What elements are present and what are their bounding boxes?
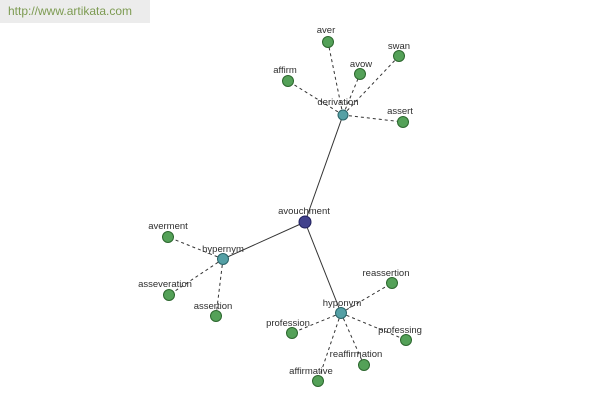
node-hypernym[interactable] (217, 253, 229, 265)
node-hyponym[interactable] (335, 307, 347, 319)
node-professing[interactable] (400, 334, 412, 346)
edge-avouchment-derivation (304, 114, 344, 223)
node-aver[interactable] (322, 36, 334, 48)
node-label-assert[interactable]: assert (387, 106, 413, 117)
node-reaffirmation[interactable] (358, 359, 370, 371)
node-profession[interactable] (286, 327, 298, 339)
node-affirmative[interactable] (312, 375, 324, 387)
node-label-affirmative[interactable]: affirmative (289, 366, 333, 377)
node-label-averment[interactable]: averment (148, 221, 188, 232)
watermark-url: http://www.artikata.com (8, 4, 133, 18)
node-label-aver[interactable]: aver (317, 25, 335, 36)
node-label-derivation[interactable]: derivation (317, 97, 358, 108)
edge-hyponym-profession (291, 312, 342, 334)
node-label-avouchment[interactable]: avouchment (278, 206, 330, 217)
node-label-hyponym[interactable]: hyponym (323, 298, 362, 309)
node-affirm[interactable] (282, 75, 294, 87)
edge-hypernym-averment (167, 236, 224, 260)
node-assert[interactable] (397, 116, 409, 128)
edge-derivation-avow (342, 73, 361, 116)
node-label-avow[interactable]: avow (350, 59, 372, 70)
node-avouchment[interactable] (298, 215, 312, 229)
edge-derivation-aver (327, 41, 344, 116)
node-reassertion[interactable] (386, 277, 398, 289)
node-label-hypernym[interactable]: hypernym (202, 244, 244, 255)
node-assertion[interactable] (210, 310, 222, 322)
edge-derivation-affirm (287, 80, 344, 116)
node-label-professing[interactable]: professing (378, 325, 422, 336)
edge-avouchment-hypernym (222, 221, 306, 260)
edge-hypernym-asseveration (168, 258, 224, 296)
node-label-affirm[interactable]: affirm (273, 65, 297, 76)
node-label-reaffirmation[interactable]: reaffirmation (330, 349, 383, 360)
edge-derivation-assert (342, 114, 404, 123)
node-label-profession[interactable]: profession (266, 318, 310, 329)
node-asseveration[interactable] (163, 289, 175, 301)
node-label-assertion[interactable]: assertion (194, 301, 233, 312)
node-label-asseveration[interactable]: asseveration (138, 279, 192, 290)
edge-hyponym-reassertion (340, 282, 393, 314)
node-swan[interactable] (393, 50, 405, 62)
node-label-reassertion[interactable]: reassertion (363, 268, 410, 279)
node-avow[interactable] (354, 68, 366, 80)
edge-avouchment-hyponym (304, 221, 342, 314)
edge-derivation-swan (342, 55, 400, 116)
watermark-bar: http://www.artikata.com (0, 0, 150, 23)
node-averment[interactable] (162, 231, 174, 243)
node-derivation[interactable] (337, 109, 349, 121)
node-label-swan[interactable]: swan (388, 41, 410, 52)
